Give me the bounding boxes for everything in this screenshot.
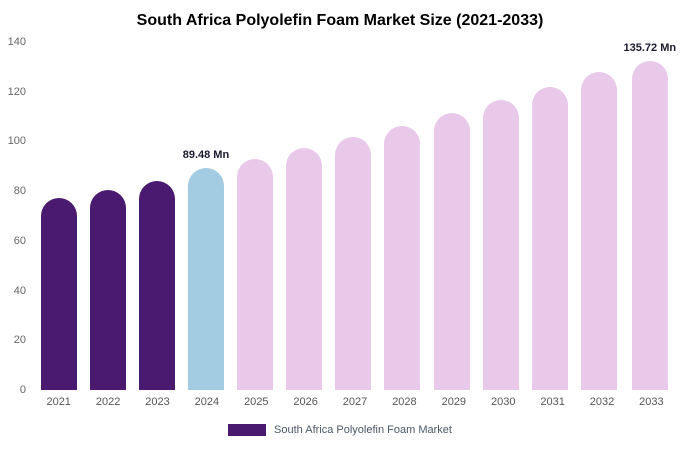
bar-column-2030 bbox=[476, 42, 525, 390]
y-axis-tick-label: 60 bbox=[13, 234, 26, 247]
y-axis-tick-label: 100 bbox=[7, 135, 26, 148]
bar-2033 bbox=[631, 61, 668, 390]
y-axis-tick-label: 80 bbox=[13, 185, 26, 198]
bar-2022 bbox=[89, 189, 126, 390]
x-axis-tick-label-2022: 2022 bbox=[95, 396, 121, 408]
bar-2024 bbox=[187, 167, 224, 390]
bar-column-2026 bbox=[280, 42, 329, 390]
x-axis-tick-label-2024: 2024 bbox=[194, 396, 220, 408]
bar-column-2023 bbox=[132, 42, 181, 390]
x-axis-tick-label-2032: 2032 bbox=[589, 396, 615, 408]
bar-column-2029 bbox=[427, 42, 476, 390]
bar-2026 bbox=[286, 148, 323, 390]
bar-2023 bbox=[138, 180, 175, 390]
x-axis-tick-label-2028: 2028 bbox=[392, 396, 417, 408]
bar-column-2033: 135.72 Mn bbox=[623, 42, 677, 390]
bar-2031 bbox=[531, 86, 568, 390]
bar-column-2024: 89.48 Mn bbox=[181, 42, 230, 390]
y-axis-tick-label: 40 bbox=[13, 284, 26, 297]
legend-label: South Africa Polyolefin Foam Market bbox=[274, 424, 452, 436]
x-axis-tick-label-2021: 2021 bbox=[46, 396, 71, 408]
y-axis-tick-label: 20 bbox=[13, 334, 26, 347]
bar-column-2027 bbox=[329, 42, 378, 390]
y-axis-tick-label: 140 bbox=[7, 36, 26, 48]
x-axis-tick-label-2033: 2033 bbox=[639, 396, 664, 408]
legend-swatch-icon bbox=[228, 424, 267, 436]
bar-column-2025 bbox=[231, 42, 280, 390]
bar-2021 bbox=[40, 198, 77, 390]
bar-2029 bbox=[433, 113, 470, 390]
bar-2027 bbox=[335, 136, 372, 390]
x-axis-tick-label-2029: 2029 bbox=[441, 396, 467, 408]
x-axis-tick-label-2026: 2026 bbox=[293, 396, 318, 408]
x-axis-tick-label-2027: 2027 bbox=[342, 396, 368, 408]
bar-2025 bbox=[237, 159, 274, 390]
x-axis: 2021 2022 2023 2024 2025 2026 2027 2028 2029 2030… bbox=[34, 396, 676, 408]
bars-row: 89.48 Mn 135.72 Mn bbox=[34, 42, 676, 390]
bar-value-label-2033: 135.72 Mn bbox=[623, 42, 677, 54]
bar-column-2032 bbox=[574, 42, 623, 390]
bar-column-2031 bbox=[525, 42, 574, 390]
x-axis-tick-label-2025: 2025 bbox=[244, 396, 269, 408]
bar-column-2022 bbox=[83, 42, 132, 390]
y-axis-tick-label: 0 bbox=[19, 384, 26, 396]
x-axis-tick-label-2031: 2031 bbox=[540, 396, 565, 408]
y-axis: 0 20 40 60 80 100 120 140 bbox=[0, 36, 28, 396]
x-axis-tick-label-2023: 2023 bbox=[145, 396, 170, 408]
bar-column-2028 bbox=[378, 42, 427, 390]
x-axis-tick-label-2030: 2030 bbox=[490, 396, 516, 408]
legend: South Africa Polyolefin Foam Market bbox=[0, 424, 680, 436]
bar-column-2021 bbox=[34, 42, 83, 390]
chart-title: South Africa Polyolefin Foam Market Size… bbox=[136, 12, 544, 29]
y-axis-tick-label: 120 bbox=[7, 85, 26, 98]
bar-2030 bbox=[482, 99, 519, 390]
bar-2032 bbox=[580, 71, 617, 390]
bar-value-label-2024: 89.48 Mn bbox=[182, 148, 230, 161]
plot-area: 89.48 Mn 135.72 Mn bbox=[34, 42, 676, 390]
bar-2028 bbox=[384, 125, 421, 390]
